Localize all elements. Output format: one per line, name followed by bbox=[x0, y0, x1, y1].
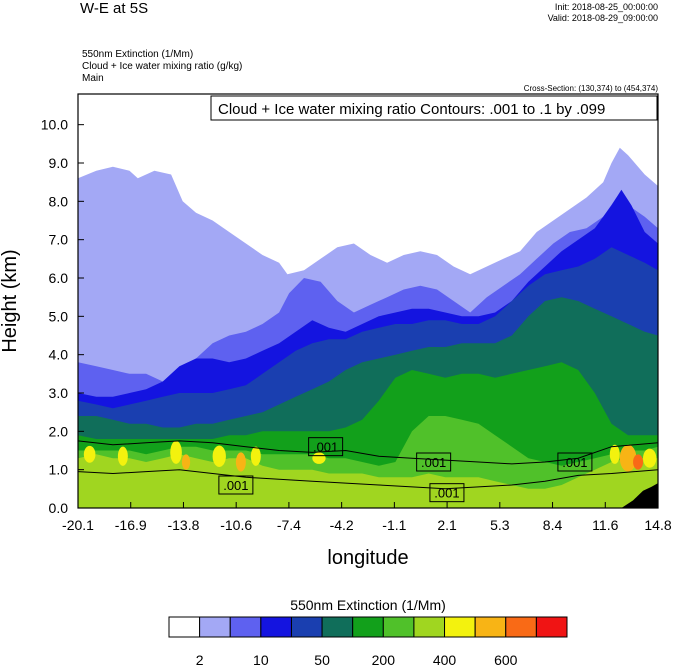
contour-label-box bbox=[557, 452, 593, 472]
contour-label: .001 bbox=[313, 440, 338, 455]
extinction-field bbox=[78, 94, 658, 508]
intense-core-12 bbox=[643, 448, 657, 468]
terrain-mask bbox=[621, 483, 658, 508]
y-tick-label: 4.0 bbox=[49, 347, 69, 363]
contour-line-2 bbox=[78, 469, 658, 490]
intense-core-2 bbox=[117, 446, 128, 466]
colorbar-swatch bbox=[321, 616, 354, 638]
y-tick-label: 5.0 bbox=[49, 308, 69, 324]
x-tick-label: -13.8 bbox=[167, 517, 199, 533]
x-axis: -20.1 -16.9 -13.8 -10.6 -7.4 -4.2 -1.1 2.1 5.3 8.… bbox=[62, 502, 672, 533]
intense-core-3 bbox=[170, 440, 182, 464]
colorbar-label: 2 bbox=[196, 652, 204, 667]
colorbar-label: 600 bbox=[494, 652, 518, 667]
intense-core-4 bbox=[181, 454, 191, 470]
y-tick-label: 0.0 bbox=[49, 500, 69, 516]
intense-core-9 bbox=[619, 444, 637, 472]
contour-label: .001 bbox=[434, 486, 459, 501]
x-tick-label: -1.1 bbox=[382, 517, 406, 533]
y-tick-label: 10.0 bbox=[41, 117, 68, 133]
plot-frame bbox=[77, 93, 659, 509]
y-tick-label: 7.0 bbox=[49, 232, 69, 248]
y-tick-label: 6.0 bbox=[49, 270, 69, 286]
contour-label: .001 bbox=[421, 455, 446, 470]
run-name-label: Main bbox=[82, 73, 104, 84]
x-tick-label: 2.1 bbox=[437, 517, 457, 533]
colorbar-swatch bbox=[505, 616, 537, 638]
colorbar-swatch bbox=[199, 616, 231, 638]
x-axis-label: longitude bbox=[327, 547, 408, 569]
colorbar-label: 200 bbox=[372, 652, 396, 667]
x-tick-label: 14.8 bbox=[644, 517, 671, 533]
colorbar: 2 10 50 200 400 600 bbox=[168, 616, 568, 667]
colorbar-swatch bbox=[260, 616, 292, 638]
x-tick-label: 11.6 bbox=[592, 517, 618, 533]
contour-label: .001 bbox=[562, 455, 587, 470]
colorbar-swatch bbox=[168, 616, 201, 638]
x-tick-label: -16.9 bbox=[115, 517, 147, 533]
cross-section-label: Cross-Section: (130,374) to (454,374) bbox=[523, 84, 658, 93]
contour-label-box bbox=[429, 483, 465, 503]
y-tick-label: 9.0 bbox=[49, 155, 69, 171]
x-tick-label: 8.4 bbox=[543, 517, 563, 533]
colorbar-swatch bbox=[444, 616, 476, 638]
colorbar-label: 10 bbox=[253, 652, 269, 667]
intense-core-1 bbox=[83, 445, 96, 463]
y-axis: 0.0 1.0 2.0 3.0 4.0 5.0 6.0 7.0 8.0 9.0 10.0 bbox=[41, 117, 84, 516]
contour-line-1 bbox=[78, 440, 658, 465]
contour-label-box bbox=[416, 452, 452, 472]
intense-core-6 bbox=[235, 452, 246, 472]
colorbar-swatch bbox=[474, 616, 507, 638]
intense-core-10 bbox=[633, 454, 644, 470]
colorbar-swatch bbox=[229, 616, 262, 638]
colorbar-swatch bbox=[382, 616, 415, 638]
variable-extinction-label: 550nm Extinction (1/Mm) bbox=[82, 49, 194, 60]
y-tick-label: 8.0 bbox=[49, 193, 69, 209]
y-tick-label: 3.0 bbox=[49, 385, 69, 401]
contour-label-box bbox=[308, 437, 344, 457]
extinction-layer-8 bbox=[78, 454, 658, 508]
y-axis-label: Height (km) bbox=[0, 249, 21, 352]
contour-label: .001 bbox=[223, 478, 248, 493]
y-tick-label: 1.0 bbox=[49, 462, 69, 478]
contour-legend-box: Cloud + Ice water mixing ratio Contours:… bbox=[210, 95, 658, 121]
variable-mixing-ratio-label: Cloud + Ice water mixing ratio (g/kg) bbox=[82, 61, 243, 72]
intense-core-5 bbox=[212, 445, 226, 467]
contour-title: Cloud + Ice water mixing ratio Contours:… bbox=[218, 101, 605, 118]
x-tick-label: -7.4 bbox=[277, 517, 301, 533]
intense-core-11 bbox=[609, 444, 620, 464]
colorbar-label: 400 bbox=[433, 652, 457, 667]
contour-overlay bbox=[78, 440, 658, 508]
colorbar-swatch bbox=[290, 616, 323, 638]
colorbar-swatch bbox=[413, 616, 446, 638]
x-tick-label: 5.3 bbox=[490, 517, 510, 533]
colorbar-swatch bbox=[535, 616, 568, 638]
colorbar-swatch bbox=[352, 616, 384, 638]
colorbar-label: 50 bbox=[314, 652, 330, 667]
x-tick-label: -10.6 bbox=[220, 517, 252, 533]
x-tick-label: -20.1 bbox=[62, 517, 94, 533]
colorbar-title: 550nm Extinction (1/Mm) bbox=[290, 597, 446, 613]
init-time: Init: 2018-08-25_00:00:00 bbox=[554, 2, 658, 12]
intense-core-7 bbox=[250, 446, 261, 466]
y-tick-label: 2.0 bbox=[49, 423, 69, 439]
x-tick-label: -4.2 bbox=[330, 517, 354, 533]
plot-title: W-E at 5S bbox=[80, 0, 149, 17]
contour-label-box bbox=[218, 475, 254, 495]
valid-time: Valid: 2018-08-29_09:00:00 bbox=[547, 13, 658, 23]
contour-labels: .001 .001 .001 .001 .001 bbox=[218, 437, 593, 503]
